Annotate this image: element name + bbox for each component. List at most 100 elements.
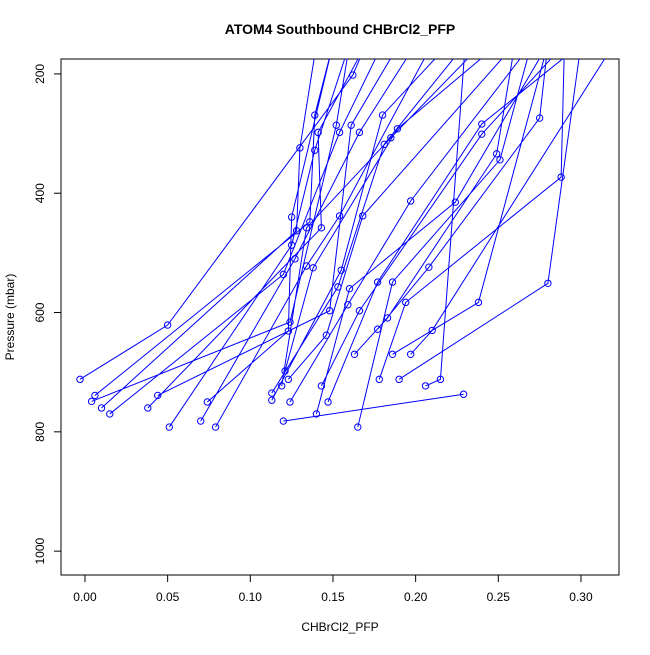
data-point <box>355 307 364 315</box>
data-point <box>279 270 288 279</box>
data-point <box>363 41 369 47</box>
data-point <box>268 389 276 397</box>
x-tick-label: 0.05 <box>156 590 180 604</box>
data-point <box>332 121 340 129</box>
data-point <box>373 325 382 333</box>
data-point <box>462 41 468 47</box>
x-tick-label: 0.30 <box>569 590 593 604</box>
data-point <box>287 241 296 249</box>
data-point <box>76 375 84 384</box>
data-point <box>395 375 403 384</box>
data-point <box>428 326 436 335</box>
profile-line <box>79 59 606 428</box>
y-tick-label: 400 <box>33 183 47 203</box>
data-point <box>544 279 552 287</box>
data-point <box>284 327 293 335</box>
y-axis-label: Pressure (mbar) <box>3 274 17 361</box>
data-point <box>425 263 433 271</box>
data-point <box>535 114 544 122</box>
data-point <box>346 41 352 47</box>
y-tick-label: 600 <box>33 302 47 322</box>
data-point <box>322 331 331 339</box>
data-point <box>388 278 397 286</box>
data-point <box>557 173 565 181</box>
data-point <box>278 382 286 390</box>
data-point <box>334 283 342 291</box>
plot-frame <box>60 58 620 576</box>
data-point <box>87 397 96 406</box>
data-point <box>330 41 336 47</box>
data-point <box>462 41 468 47</box>
data-point <box>512 41 518 47</box>
data-point <box>349 71 357 79</box>
data-point <box>355 128 364 137</box>
data-point <box>383 314 392 322</box>
data-point <box>313 41 319 47</box>
data-point <box>492 150 501 158</box>
data-point <box>281 367 289 375</box>
data-point <box>154 391 162 400</box>
chart-title: ATOM4 Southbound CHBrCl2_PFP <box>225 21 455 37</box>
y-tick-label: 200 <box>33 64 47 84</box>
data-point <box>335 128 344 137</box>
data-point <box>330 41 336 47</box>
data-point <box>474 298 483 307</box>
data-point <box>302 262 311 270</box>
data-point <box>311 146 319 154</box>
data-point <box>578 41 584 47</box>
data-point <box>286 398 294 406</box>
data-point <box>279 417 288 425</box>
data-point <box>478 120 486 128</box>
data-point <box>106 410 114 418</box>
data-point <box>317 382 326 390</box>
data-point <box>324 398 332 406</box>
data-point <box>512 41 518 47</box>
data-point <box>380 140 388 149</box>
data-point <box>387 134 395 142</box>
data-point <box>325 307 334 315</box>
data-point <box>406 197 415 205</box>
data-point <box>379 41 385 47</box>
data-point <box>545 41 551 47</box>
data-point <box>545 41 551 47</box>
data-point <box>479 41 485 47</box>
data-point <box>91 391 99 400</box>
data-point <box>495 41 501 47</box>
data-point <box>346 41 352 47</box>
data-point <box>363 41 369 47</box>
data-point <box>459 390 468 398</box>
x-tick-label: 0.00 <box>73 590 97 604</box>
data-point <box>354 423 362 431</box>
data-point <box>388 350 397 358</box>
data-point <box>312 410 321 418</box>
data-point <box>284 375 293 384</box>
data-point <box>561 41 567 47</box>
data-point <box>406 350 415 358</box>
data-point <box>393 125 402 133</box>
plot-area <box>76 41 606 431</box>
y-tick-label: 800 <box>33 422 47 442</box>
data-point <box>545 41 551 47</box>
x-axis-label: CHBrCl2_PFP <box>301 620 378 634</box>
data-point <box>211 423 220 431</box>
data-point <box>373 278 382 286</box>
data-point <box>165 423 173 431</box>
data-point <box>287 213 296 221</box>
data-point <box>375 375 383 384</box>
data-point <box>335 212 344 220</box>
data-point <box>197 417 205 425</box>
data-point <box>561 41 567 47</box>
y-tick-label: 1000 <box>33 537 47 564</box>
data-point <box>337 266 345 274</box>
data-point <box>478 130 486 138</box>
data-point <box>296 144 304 152</box>
data-point <box>347 121 355 129</box>
data-point <box>402 298 410 307</box>
data-point <box>378 111 387 119</box>
data-point <box>344 301 352 309</box>
data-point <box>345 284 354 293</box>
data-point <box>203 398 212 406</box>
data-point <box>317 224 326 232</box>
data-point <box>528 41 534 47</box>
